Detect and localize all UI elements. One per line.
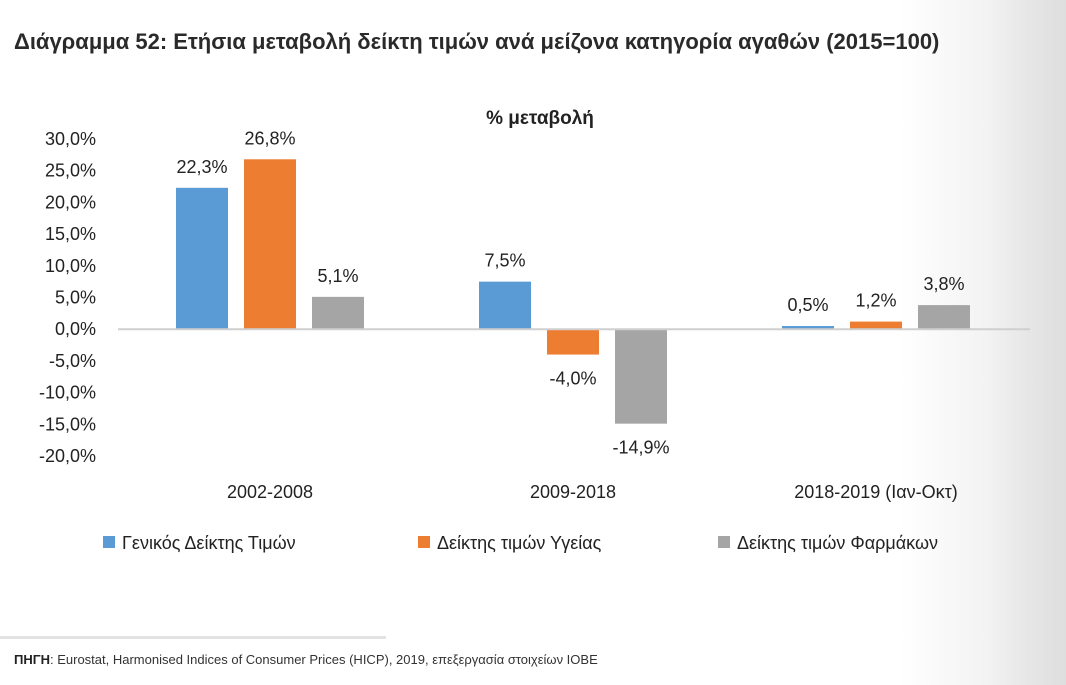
y-tick-label: 30,0% (45, 129, 96, 149)
bar-value-label: 5,1% (317, 266, 358, 286)
bar-value-label: 7,5% (484, 251, 525, 271)
y-tick-label: 20,0% (45, 192, 96, 212)
legend-swatch (718, 536, 730, 548)
y-tick-label: -20,0% (39, 446, 96, 466)
bar (312, 296, 364, 330)
bar (850, 321, 902, 330)
bar (479, 281, 531, 330)
y-tick-label: 15,0% (45, 224, 96, 244)
source-divider (0, 636, 386, 639)
y-tick-label: 0,0% (55, 319, 96, 339)
bar (615, 329, 667, 424)
y-tick-label: 10,0% (45, 256, 96, 276)
bar (547, 329, 599, 355)
bar-value-label: 3,8% (923, 274, 964, 294)
bar-value-label: -4,0% (549, 369, 596, 389)
legend-swatch (418, 536, 430, 548)
source-text: : Eurostat, Harmonised Indices of Consum… (49, 652, 598, 667)
bar (176, 187, 228, 330)
legend-label: Δείκτης τιμών Φαρμάκων (737, 533, 938, 553)
legend-swatch (103, 536, 115, 548)
source-note: ΠΗΓΗ: Eurostat, Harmonised Indices of Co… (14, 652, 598, 667)
source-label: ΠΗΓΗ (14, 652, 50, 667)
bar-value-label: 0,5% (787, 295, 828, 315)
y-tick-label: -10,0% (39, 383, 96, 403)
bar (244, 159, 296, 330)
bar-chart: % μεταβολή 30,0% 25,0% 20,0% 15,0% 10,0% 5,0%… (39, 108, 1030, 553)
chart-title: Διάγραμμα 52: Ετήσια μεταβολή δείκτη τιμ… (14, 29, 940, 54)
x-category-label: 2018-2019 (Ιαν-Οκτ) (794, 482, 958, 502)
y-tick-label: 5,0% (55, 288, 96, 308)
y-tick-label: -5,0% (49, 351, 96, 371)
bar (782, 326, 834, 330)
chart-subtitle: % μεταβολή (486, 108, 594, 129)
bar (918, 305, 970, 330)
bar-value-label: 26,8% (244, 128, 295, 148)
x-category-label: 2002-2008 (227, 482, 313, 502)
y-tick-label: 25,0% (45, 161, 96, 181)
bar-value-label: 1,2% (855, 291, 896, 311)
bar-value-label: 22,3% (176, 157, 227, 177)
y-tick-label: -15,0% (39, 414, 96, 434)
legend-label: Δείκτης τιμών Υγείας (437, 533, 602, 553)
bar-value-label: -14,9% (612, 438, 669, 458)
legend-label: Γενικός Δείκτης Τιμών (122, 533, 296, 553)
x-category-label: 2009-2018 (530, 482, 616, 502)
